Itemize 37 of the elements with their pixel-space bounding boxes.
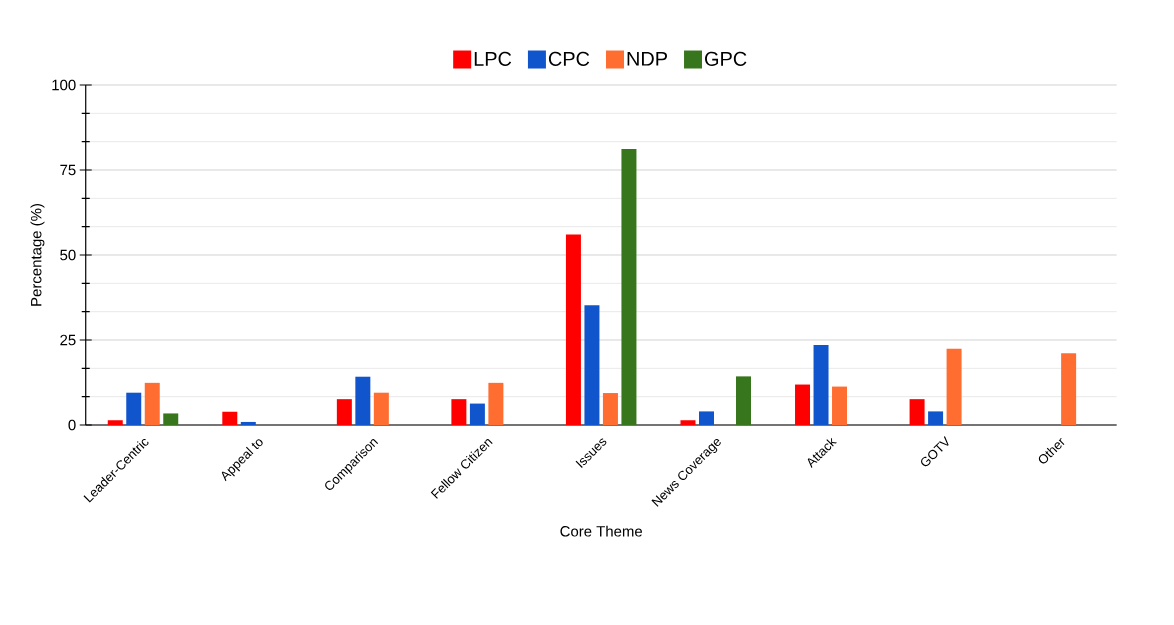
bar [240,421,256,425]
bar [469,403,485,425]
y-tick-label: 75 [60,164,76,176]
bar [451,399,467,425]
bar [813,345,829,425]
bar [373,392,389,425]
bar [1061,353,1077,425]
y-tick-label: 25 [60,334,76,346]
bar [126,392,142,425]
y-tick-label: 100 [52,79,76,91]
bar [928,411,944,425]
x-axis-title: Core Theme [560,525,643,537]
legend-label: NDP [627,51,667,66]
bar [488,382,504,425]
legend-label: LPC [474,51,512,66]
bar [584,305,600,425]
bar [222,411,238,425]
y-axis-title: Percentage (%) [30,204,45,306]
bar [698,411,714,425]
bar [602,393,618,425]
bar [355,376,371,425]
bar [163,413,179,425]
bar [832,386,848,425]
y-tick-label: 0 [68,419,76,431]
bar [336,399,352,425]
bar [565,234,581,425]
bar [680,420,696,425]
bar [735,376,751,425]
bar [107,420,123,425]
bar [909,399,925,425]
y-tick-label: 50 [60,249,76,261]
bar [144,382,160,425]
legend-label: GPC [705,51,747,66]
bar [795,384,811,425]
bar [946,348,962,425]
bar [621,148,637,425]
legend-label: CPC [548,51,590,66]
